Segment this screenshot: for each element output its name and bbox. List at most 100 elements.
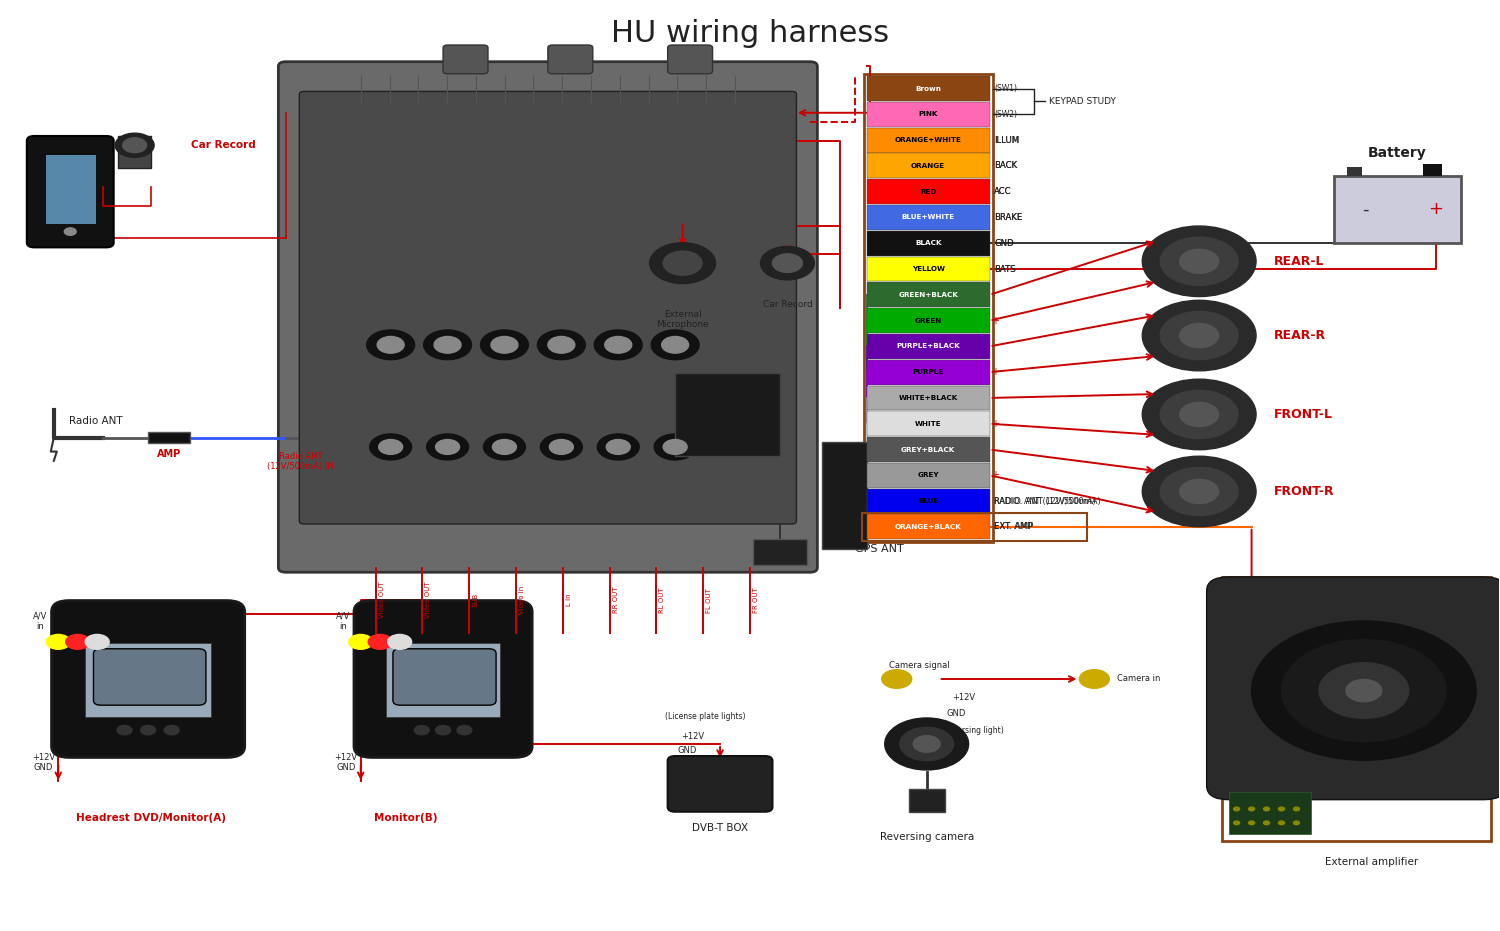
Text: FRONT-R: FRONT-R bbox=[1274, 485, 1335, 498]
Circle shape bbox=[378, 439, 402, 454]
Text: Video in: Video in bbox=[519, 586, 525, 614]
Circle shape bbox=[64, 228, 76, 236]
Circle shape bbox=[1278, 821, 1284, 825]
Circle shape bbox=[1160, 237, 1238, 286]
Circle shape bbox=[117, 725, 132, 735]
Bar bbox=[867, 231, 990, 256]
Text: (SW2): (SW2) bbox=[994, 110, 1017, 119]
Text: YELLOW: YELLOW bbox=[912, 266, 945, 272]
Bar bbox=[867, 101, 990, 127]
Text: -: - bbox=[1362, 200, 1370, 218]
Text: BATS: BATS bbox=[994, 264, 1016, 274]
Circle shape bbox=[1318, 663, 1408, 719]
FancyBboxPatch shape bbox=[354, 600, 532, 758]
Text: WHITE: WHITE bbox=[915, 421, 942, 426]
Circle shape bbox=[86, 634, 109, 649]
Circle shape bbox=[663, 251, 702, 276]
Circle shape bbox=[882, 669, 912, 688]
Bar bbox=[1228, 792, 1311, 834]
Circle shape bbox=[1263, 807, 1269, 811]
Circle shape bbox=[426, 434, 468, 460]
Text: BRAKE: BRAKE bbox=[994, 213, 1023, 222]
FancyBboxPatch shape bbox=[27, 136, 114, 248]
Bar bbox=[1347, 167, 1362, 176]
Text: RL OUT: RL OUT bbox=[660, 587, 666, 613]
Text: GND: GND bbox=[678, 746, 698, 755]
Circle shape bbox=[1251, 621, 1476, 761]
Circle shape bbox=[348, 634, 372, 649]
Text: REAR-L: REAR-L bbox=[1274, 255, 1324, 268]
Text: +12V
GND: +12V GND bbox=[32, 753, 56, 772]
Circle shape bbox=[387, 634, 411, 649]
Circle shape bbox=[66, 634, 90, 649]
Bar bbox=[864, 74, 993, 542]
Text: +: + bbox=[992, 419, 999, 429]
FancyBboxPatch shape bbox=[279, 61, 818, 573]
Text: EXT. AMP: EXT. AMP bbox=[994, 522, 1033, 532]
Text: +: + bbox=[992, 367, 999, 377]
Text: BACK: BACK bbox=[994, 161, 1017, 170]
Text: GND: GND bbox=[994, 238, 1014, 248]
Bar bbox=[867, 257, 990, 281]
Circle shape bbox=[1143, 456, 1256, 527]
Text: (Reversing light): (Reversing light) bbox=[939, 725, 1004, 735]
Bar bbox=[386, 642, 500, 717]
Bar bbox=[1424, 164, 1443, 176]
Circle shape bbox=[123, 138, 147, 153]
Text: BATS: BATS bbox=[994, 264, 1016, 274]
Circle shape bbox=[141, 725, 156, 735]
Text: KEYPAD STUDY: KEYPAD STUDY bbox=[1050, 97, 1116, 106]
Bar bbox=[867, 205, 990, 230]
Bar bbox=[867, 334, 990, 358]
Circle shape bbox=[368, 634, 392, 649]
Text: PURPLE+BLACK: PURPLE+BLACK bbox=[897, 344, 960, 349]
Text: BRAKE: BRAKE bbox=[994, 213, 1022, 222]
Circle shape bbox=[1278, 807, 1284, 811]
Bar bbox=[86, 642, 212, 717]
Circle shape bbox=[651, 330, 699, 359]
Circle shape bbox=[1233, 807, 1239, 811]
Text: Camera in: Camera in bbox=[1118, 674, 1160, 683]
Circle shape bbox=[597, 434, 639, 460]
FancyBboxPatch shape bbox=[93, 649, 206, 705]
FancyBboxPatch shape bbox=[668, 45, 712, 74]
Bar bbox=[1221, 577, 1491, 842]
Text: GND: GND bbox=[946, 708, 966, 718]
Text: PURPLE: PURPLE bbox=[912, 370, 944, 375]
FancyBboxPatch shape bbox=[548, 45, 592, 74]
Text: RADIO. ANT (12V/500mA): RADIO. ANT (12V/500mA) bbox=[994, 496, 1101, 506]
Bar bbox=[46, 155, 96, 224]
Text: ACC: ACC bbox=[994, 187, 1012, 196]
Bar bbox=[675, 372, 780, 456]
Text: FL OUT: FL OUT bbox=[706, 587, 712, 613]
Text: Radio ANT
(12V/500mA) IN: Radio ANT (12V/500mA) IN bbox=[267, 452, 334, 471]
Text: ORANGE+BLACK: ORANGE+BLACK bbox=[896, 524, 962, 530]
Circle shape bbox=[46, 634, 70, 649]
Circle shape bbox=[548, 336, 574, 353]
Text: GREEN+BLACK: GREEN+BLACK bbox=[898, 291, 958, 298]
Bar bbox=[867, 515, 990, 539]
Text: L in: L in bbox=[566, 594, 572, 606]
Text: -: - bbox=[992, 444, 994, 454]
Text: Battery: Battery bbox=[1368, 145, 1426, 160]
Circle shape bbox=[1160, 390, 1238, 439]
Circle shape bbox=[414, 725, 429, 735]
Circle shape bbox=[433, 336, 460, 353]
Text: -: - bbox=[992, 342, 994, 351]
Text: RR OUT: RR OUT bbox=[612, 587, 618, 614]
Text: BLACK: BLACK bbox=[915, 240, 942, 246]
Bar bbox=[867, 282, 990, 307]
Bar bbox=[867, 412, 990, 436]
Text: BLUE: BLUE bbox=[918, 498, 939, 504]
Circle shape bbox=[1179, 402, 1218, 426]
Circle shape bbox=[423, 330, 471, 359]
Text: FRONT-L: FRONT-L bbox=[1274, 408, 1334, 421]
Circle shape bbox=[1293, 821, 1299, 825]
Text: External amplifier: External amplifier bbox=[1324, 857, 1418, 867]
Text: +12V
GND: +12V GND bbox=[334, 753, 357, 772]
Circle shape bbox=[885, 718, 969, 770]
Text: A/V
in: A/V in bbox=[336, 612, 350, 630]
Circle shape bbox=[1179, 323, 1218, 347]
Bar bbox=[118, 136, 152, 169]
Text: RED: RED bbox=[920, 189, 936, 195]
